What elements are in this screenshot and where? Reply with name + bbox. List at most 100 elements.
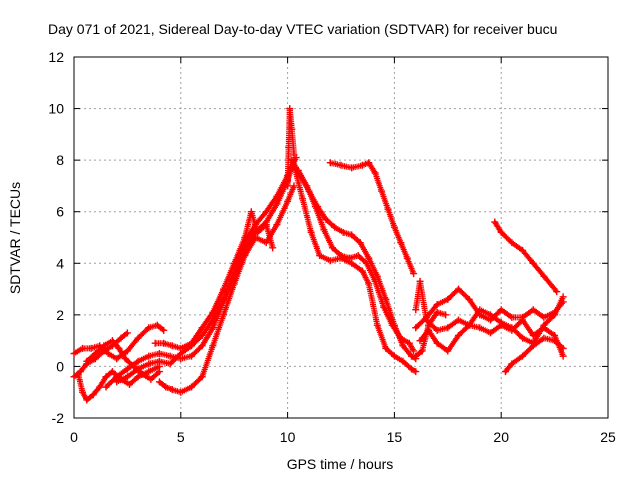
- data-point: [284, 182, 292, 190]
- data-point: [241, 234, 249, 241]
- y-axis: -2 0 2 4 6 8 10 12: [48, 49, 608, 426]
- data-point: [262, 208, 270, 216]
- data-point: [405, 339, 413, 347]
- series-arc-2: [70, 321, 168, 363]
- data-point: [70, 373, 78, 381]
- data-point: [382, 344, 390, 352]
- x-tick-label: 15: [387, 429, 403, 445]
- data-point: [529, 342, 537, 350]
- data-point: [508, 360, 516, 368]
- data-point: [412, 368, 420, 376]
- series-arc-19: [412, 308, 450, 360]
- data-point: [209, 324, 217, 332]
- data-point: [444, 324, 452, 332]
- x-tick-label: 20: [493, 429, 509, 445]
- y-tick-label: 12: [48, 49, 64, 65]
- data-point: [551, 337, 559, 345]
- data-point: [497, 228, 505, 236]
- data-point: [331, 223, 339, 231]
- data-point: [326, 257, 334, 265]
- data-point: [121, 355, 129, 363]
- data-point: [147, 375, 155, 383]
- data-point: [388, 321, 396, 329]
- data-point: [418, 347, 426, 355]
- data-point: [365, 159, 373, 167]
- data-point: [508, 324, 516, 332]
- x-axis-label: GPS time / hours: [287, 456, 394, 472]
- data-point: [356, 239, 364, 247]
- series-markers: [412, 286, 565, 331]
- data-point: [320, 226, 328, 234]
- data-point: [354, 252, 362, 260]
- data-point: [145, 352, 153, 360]
- data-point: [123, 365, 131, 373]
- y-tick-label: 0: [56, 358, 64, 374]
- data-point: [209, 316, 217, 324]
- data-point: [371, 169, 379, 177]
- data-point: [168, 342, 176, 350]
- data-point: [465, 321, 473, 329]
- data-point: [290, 161, 298, 169]
- data-point: [559, 293, 567, 301]
- data-point: [311, 203, 319, 211]
- data-point: [134, 373, 142, 381]
- data-point: [384, 205, 392, 213]
- series-arc-13: [326, 159, 418, 278]
- data-point: [491, 218, 499, 226]
- data-point: [117, 334, 125, 342]
- data-point: [108, 337, 116, 345]
- data-point: [339, 228, 347, 236]
- data-point: [166, 352, 174, 360]
- series-arc-11: [294, 166, 418, 355]
- series-markers: [113, 156, 299, 385]
- plot-frame: [73, 56, 609, 419]
- data-point: [177, 344, 185, 352]
- data-point: [168, 386, 176, 394]
- data-point: [123, 329, 131, 337]
- data-point: [252, 234, 260, 241]
- data-point: [551, 311, 559, 319]
- data-point: [198, 373, 206, 381]
- series-markers: [103, 159, 297, 391]
- data-point: [115, 344, 123, 352]
- data-point: [220, 311, 228, 319]
- data-point: [286, 105, 294, 113]
- data-point: [508, 313, 516, 321]
- x-tick-label: 10: [280, 429, 296, 445]
- data-point: [160, 339, 168, 347]
- series-arc-9: [284, 105, 298, 190]
- data-point: [390, 223, 398, 231]
- y-tick-label: 8: [56, 152, 64, 168]
- data-point: [508, 239, 516, 247]
- data-point: [247, 208, 255, 216]
- data-point: [254, 228, 262, 236]
- y-tick-label: 6: [56, 204, 64, 220]
- data-point: [145, 368, 153, 376]
- data-point: [358, 267, 366, 275]
- data-point: [108, 368, 116, 376]
- data-point: [519, 334, 527, 342]
- data-point: [102, 373, 110, 381]
- data-point: [465, 295, 473, 303]
- data-point: [241, 252, 249, 260]
- data-point: [307, 228, 315, 236]
- data-point: [198, 324, 206, 332]
- data-point: [285, 143, 293, 151]
- data-point: [410, 347, 418, 355]
- data-point: [322, 215, 330, 223]
- data-point: [358, 161, 366, 169]
- data-point: [290, 151, 298, 159]
- data-point: [410, 270, 418, 278]
- y-tick-label: 10: [48, 101, 64, 117]
- data-point: [155, 368, 163, 376]
- x-axis: 0 5 10 15 20 25: [70, 57, 616, 445]
- data-point: [363, 259, 371, 267]
- y-tick-label: 4: [56, 255, 64, 271]
- data-point: [348, 231, 356, 239]
- data-point: [433, 339, 441, 347]
- data-point: [284, 197, 292, 205]
- data-point: [416, 277, 424, 285]
- data-point: [348, 259, 356, 267]
- data-point: [559, 344, 567, 352]
- data-point: [138, 370, 146, 378]
